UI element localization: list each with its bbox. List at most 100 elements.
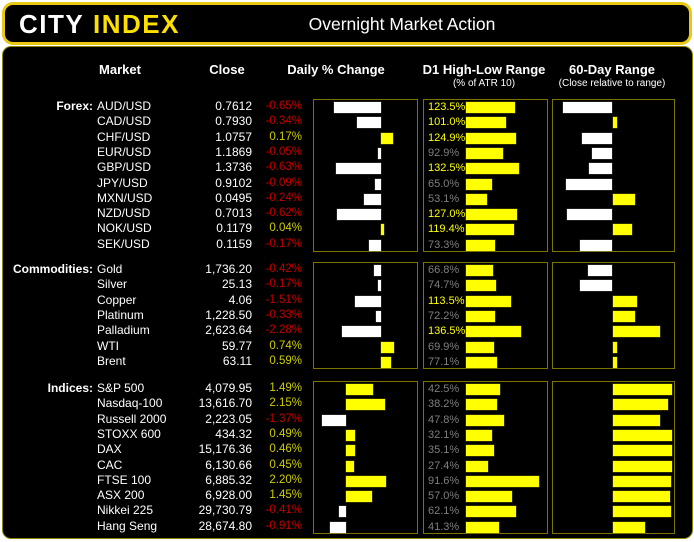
daily-change-bar-gold — [374, 265, 382, 276]
close-value-copper: 4.06 — [228, 292, 252, 307]
range-position-bar-mxn-usd — [612, 193, 636, 205]
daily-change-value-platinum: -0.33% — [265, 308, 302, 321]
close-value-brent: 63.11 — [222, 353, 252, 368]
daily-change-bar-aud-usd — [334, 102, 382, 113]
close-value-palladium: 2,623.64 — [205, 323, 252, 338]
column-subheader-60day: (Close relative to range) — [558, 78, 666, 89]
daily-change-value-gbp-usd: -0.63% — [265, 161, 302, 174]
daily-change-bar-gbp-usd — [335, 163, 382, 175]
market-name-platinum: Platinum — [97, 307, 144, 322]
d1-range-bar-palladium — [466, 326, 521, 338]
section-forex: Forex: 123.5% 101.0% 124.9% 92.9% 132.5% 65.0%… — [0, 99, 694, 252]
market-name-gold: Gold — [97, 262, 123, 276]
market-name-chf-usd: CHF/USD — [97, 129, 151, 144]
market-name-brent: Brent — [97, 353, 126, 368]
market-name-eur-usd: EUR/USD — [97, 144, 152, 159]
d1-range-value-nasdaq-100: 38.2% — [428, 398, 460, 411]
close-value-nasdaq-100: 13,616.70 — [198, 396, 252, 411]
range-position-bar-dax — [612, 445, 672, 457]
range-position-bar-copper — [612, 295, 638, 307]
d1-range-bar-nzd-usd — [466, 209, 517, 221]
close-value-jpy-usd: 0.9102 — [215, 175, 252, 190]
daily-change-value-cac: 0.45% — [269, 458, 302, 471]
close-value-platinum: 1,228.50 — [205, 307, 252, 322]
market-name-nok-usd: NOK/USD — [97, 221, 152, 236]
close-value-dax: 15,176.36 — [198, 442, 252, 457]
daily-change-bar-nasdaq-100 — [346, 399, 385, 411]
d1-range-value-nzd-usd: 127.0% — [428, 208, 466, 221]
d1-range-bar-brent — [466, 356, 497, 368]
range-position-bar-wti — [612, 341, 618, 353]
city-index-logo: CITY INDEX — [19, 9, 180, 40]
close-value-sek-usd: 0.1159 — [216, 236, 252, 251]
daily-change-value-nok-usd: 0.04% — [269, 222, 302, 235]
range-position-bar-gold — [587, 265, 613, 276]
section-label: Forex: — [56, 99, 93, 113]
d1-range-value-jpy-usd: 65.0% — [428, 177, 460, 190]
d1-range-bar-russell-2000 — [466, 414, 505, 426]
d1-range-bar-nok-usd — [466, 224, 514, 236]
range-position-bar-palladium — [612, 326, 661, 338]
daily-change-bar-ftse-100 — [346, 475, 386, 487]
column-header-close: Close — [209, 62, 245, 77]
d1-range-bar-mxn-usd — [466, 193, 488, 205]
close-value-s-p-500: 4,079.95 — [205, 381, 252, 395]
range-position-bar-asx-200 — [612, 491, 670, 503]
daily-change-bar-eur-usd — [377, 147, 382, 159]
daily-change-bar-chf-usd — [381, 132, 394, 144]
d1-range-value-mxn-usd: 53.1% — [428, 192, 460, 205]
d1-range-bar-copper — [466, 295, 512, 307]
daily-change-value-nzd-usd: -0.62% — [265, 207, 302, 220]
daily-change-value-chf-usd: 0.17% — [269, 130, 302, 143]
sixty-day-range-sparkline-box — [552, 381, 675, 534]
d1-range-value-chf-usd: 124.9% — [428, 131, 466, 144]
range-position-bar-jpy-usd — [566, 178, 613, 190]
close-value-cac: 6,130.66 — [205, 457, 252, 472]
section-label: Commodities: — [12, 262, 93, 276]
d1-range-bar-aud-usd — [466, 102, 516, 113]
d1-range-bar-wti — [466, 341, 494, 353]
close-value-cad-usd: 0.7930 — [215, 114, 252, 129]
d1-range-value-gold: 66.8% — [428, 264, 460, 276]
d1-range-sparkline-box: 66.8% 74.7% 113.5% 72.2% 136.5% 69.9% 77.1% — [423, 262, 548, 370]
close-value-nok-usd: 0.1179 — [216, 221, 252, 236]
daily-change-value-palladium: -2.28% — [265, 324, 302, 337]
column-header-d1-range: D1 High-Low Range — [422, 62, 546, 77]
page-title: Overnight Market Action — [308, 14, 496, 34]
range-position-bar-hang-seng — [612, 521, 645, 533]
d1-range-value-ftse-100: 91.6% — [428, 474, 460, 487]
range-position-bar-s-p-500 — [612, 384, 672, 395]
range-position-bar-eur-usd — [592, 147, 613, 159]
daily-change-bar-hang-seng — [330, 521, 347, 533]
close-value-russell-2000: 2,223.05 — [205, 411, 252, 426]
market-name-gbp-usd: GBP/USD — [97, 160, 152, 175]
d1-range-value-nikkei-225: 62.1% — [428, 505, 460, 518]
range-position-bar-gbp-usd — [588, 163, 613, 175]
d1-range-bar-gold — [466, 265, 493, 276]
daily-change-bar-sek-usd — [369, 239, 382, 251]
d1-range-bar-stoxx-600 — [466, 429, 492, 441]
d1-range-value-brent: 77.1% — [428, 355, 460, 368]
daily-change-value-cad-usd: -0.34% — [265, 115, 302, 128]
daily-change-value-russell-2000: -1.37% — [265, 412, 302, 425]
market-name-silver: Silver — [97, 277, 128, 292]
d1-range-value-platinum: 72.2% — [428, 309, 460, 322]
range-position-bar-ftse-100 — [612, 475, 671, 487]
range-position-bar-aud-usd — [562, 102, 613, 113]
d1-range-value-wti: 69.9% — [428, 340, 460, 353]
column-header-60day: 60-Day Range — [569, 62, 655, 77]
market-name-nasdaq-100: Nasdaq-100 — [97, 396, 163, 411]
d1-range-value-asx-200: 57.0% — [428, 490, 460, 503]
close-value-silver: 25.13 — [221, 277, 252, 292]
range-position-bar-brent — [612, 356, 618, 368]
d1-range-sparkline-box: 42.5% 38.2% 47.8% 32.1% 35.1% 27.4% 91.6% 57.0%… — [423, 381, 548, 534]
market-name-dax: DAX — [97, 442, 122, 457]
range-position-bar-platinum — [612, 310, 636, 322]
d1-range-bar-nasdaq-100 — [466, 399, 497, 411]
daily-change-bar-jpy-usd — [374, 178, 382, 190]
d1-range-value-aud-usd: 123.5% — [428, 101, 466, 113]
d1-range-bar-dax — [466, 445, 495, 457]
d1-range-bar-silver — [466, 280, 496, 292]
sixty-day-range-sparkline-box — [552, 99, 675, 252]
daily-change-bar-brent — [381, 356, 392, 368]
